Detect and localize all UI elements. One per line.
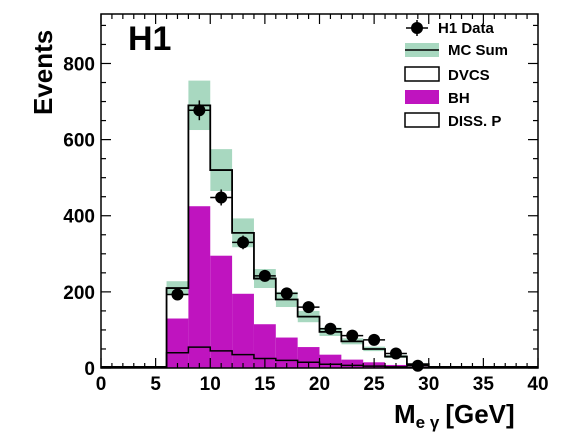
bh-bar — [253, 324, 276, 368]
y-tick-label: 600 — [63, 131, 95, 152]
x-axis-title-main: M — [394, 399, 416, 429]
data-point — [389, 347, 402, 360]
data-point — [324, 322, 337, 335]
legend-item-diss-p: DISS. P — [404, 112, 501, 130]
x-tick-label: 0 — [96, 374, 107, 395]
legend-item-bh: BH — [405, 90, 470, 107]
y-axis-title: Events — [28, 30, 58, 115]
data-point — [368, 333, 381, 346]
x-axis-title-unit: [GeV] — [445, 399, 514, 429]
x-axis-title-sub: e γ — [416, 413, 440, 432]
diss-p-swatch — [404, 112, 440, 128]
experiment-label: H1 — [128, 20, 171, 58]
data-point — [346, 329, 359, 342]
y-tick-label: 800 — [63, 54, 95, 75]
legend-label-dvcs: DVCS — [448, 67, 490, 84]
x-tick-label: 40 — [527, 374, 548, 395]
data-point — [193, 104, 206, 117]
legend-item-mc-sum: MC Sum — [405, 42, 508, 59]
data-point — [215, 191, 228, 204]
x-tick-label: 25 — [364, 374, 386, 395]
data-point — [302, 301, 315, 314]
x-tick-label: 20 — [309, 374, 330, 395]
y-tick-label: 400 — [63, 207, 95, 228]
legend-item-data: H1 Data — [406, 20, 495, 37]
bh-bar — [210, 255, 233, 368]
mc-sum-line — [165, 104, 430, 368]
y-tick-label: 0 — [84, 359, 95, 380]
x-tick-label: 5 — [150, 374, 161, 395]
x-tick-label: 30 — [418, 374, 439, 395]
dvcs-swatch — [404, 66, 440, 82]
x-axis-title: Me γ [GeV] — [394, 399, 515, 432]
bh-swatch — [405, 90, 439, 104]
y-tick-label: 200 — [63, 283, 95, 304]
data-marker-icon — [411, 22, 423, 34]
data-point — [237, 236, 250, 249]
bh-bar — [166, 318, 189, 368]
bars-layer — [101, 80, 538, 369]
legend-label-mc-sum: MC Sum — [448, 42, 508, 59]
legend: H1 Data MC Sum DVCS BH DISS. P — [404, 20, 508, 130]
bh-bar — [188, 206, 211, 368]
legend-label-diss-p: DISS. P — [448, 113, 501, 130]
legend-label-bh: BH — [448, 90, 470, 107]
data-point — [280, 287, 293, 300]
x-tick-label: 15 — [254, 374, 276, 395]
x-tick-label: 10 — [200, 374, 221, 395]
bh-bar — [232, 293, 254, 368]
legend-item-dvcs: DVCS — [404, 66, 490, 84]
legend-label-data: H1 Data — [438, 20, 495, 37]
x-tick-label: 35 — [473, 374, 495, 395]
data-point — [171, 288, 184, 301]
data-point — [258, 269, 271, 282]
